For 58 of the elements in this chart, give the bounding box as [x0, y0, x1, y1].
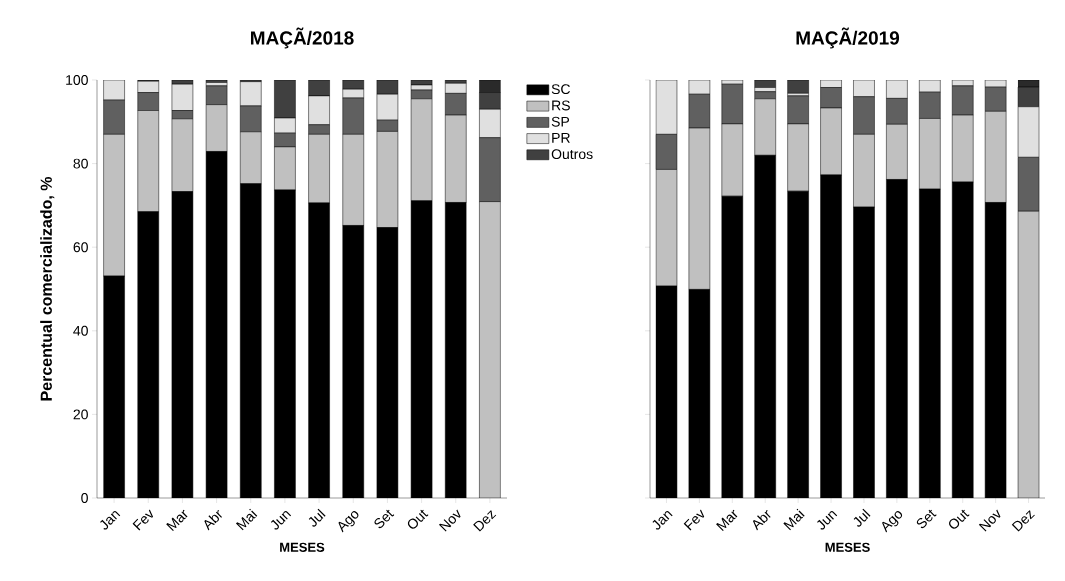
bar — [342, 134, 364, 226]
legend-label: SP — [551, 116, 570, 127]
bar — [410, 98, 433, 202]
x-tick-label: Jul — [853, 508, 871, 527]
x-tick-label: Jun — [270, 510, 292, 530]
legend-label: PR — [552, 133, 570, 143]
x-tick-label: Fev — [132, 509, 154, 531]
x-tick-label: Mai — [235, 508, 258, 531]
x-tick-label: Nov — [438, 509, 461, 532]
x-tick-label: Jun — [817, 510, 838, 530]
x-tick-label: Mar — [166, 509, 188, 532]
y-tick-label: 0 — [81, 493, 88, 503]
x-tick-label: Set — [374, 509, 395, 529]
y-tick-label: 80 — [73, 158, 88, 169]
x-tick-label: Out — [949, 509, 970, 529]
x-axis-title: MESES — [280, 542, 325, 552]
x-tick-label: Nov — [978, 509, 1001, 532]
x-tick-label: Out — [407, 509, 429, 529]
x-tick-label: Ago — [882, 511, 903, 533]
x-tick-label: Mai — [783, 508, 805, 531]
legend-label: RS — [552, 100, 570, 111]
x-tick-label: Jan — [100, 510, 121, 530]
y-tick-label: 40 — [73, 325, 88, 336]
bar — [445, 114, 467, 203]
bar — [137, 110, 159, 212]
x-tick-label: Mar — [716, 509, 738, 532]
bar — [274, 79, 296, 119]
bar — [479, 201, 501, 498]
x-tick-label: Jul — [308, 508, 326, 527]
x-tick-label: Abr — [752, 510, 771, 531]
bar — [240, 105, 262, 133]
bar — [274, 146, 296, 191]
x-tick-label: Fev — [683, 509, 705, 531]
bar — [240, 81, 262, 107]
bar — [103, 134, 125, 277]
y-tick-label: 100 — [66, 75, 88, 85]
legend-label: Outros — [551, 149, 593, 160]
x-axis-title: MESES — [825, 542, 870, 552]
x-tick-label: Ago — [338, 511, 359, 533]
x-tick-label: Set — [916, 509, 937, 529]
bar — [479, 109, 501, 138]
chart-title: MAÇÃ/2018 — [251, 27, 354, 49]
bar — [376, 119, 399, 132]
x-tick-label: Jan — [652, 510, 673, 530]
bar — [754, 79, 776, 88]
x-tick-label: Dez — [473, 510, 497, 532]
y-axis-title: Percentual comercializado, % — [40, 176, 55, 401]
x-tick-label: Abr — [204, 510, 223, 531]
bar — [308, 134, 330, 204]
bar — [787, 79, 809, 94]
legend-label: SC — [551, 84, 571, 95]
x-tick-label: Dez — [1011, 510, 1035, 532]
y-tick-label: 20 — [73, 409, 88, 420]
bar — [240, 131, 262, 184]
chart-title: MAÇÃ/2019 — [796, 27, 900, 49]
bar — [308, 124, 330, 135]
bar — [479, 92, 501, 110]
y-tick-label: 60 — [73, 242, 88, 253]
